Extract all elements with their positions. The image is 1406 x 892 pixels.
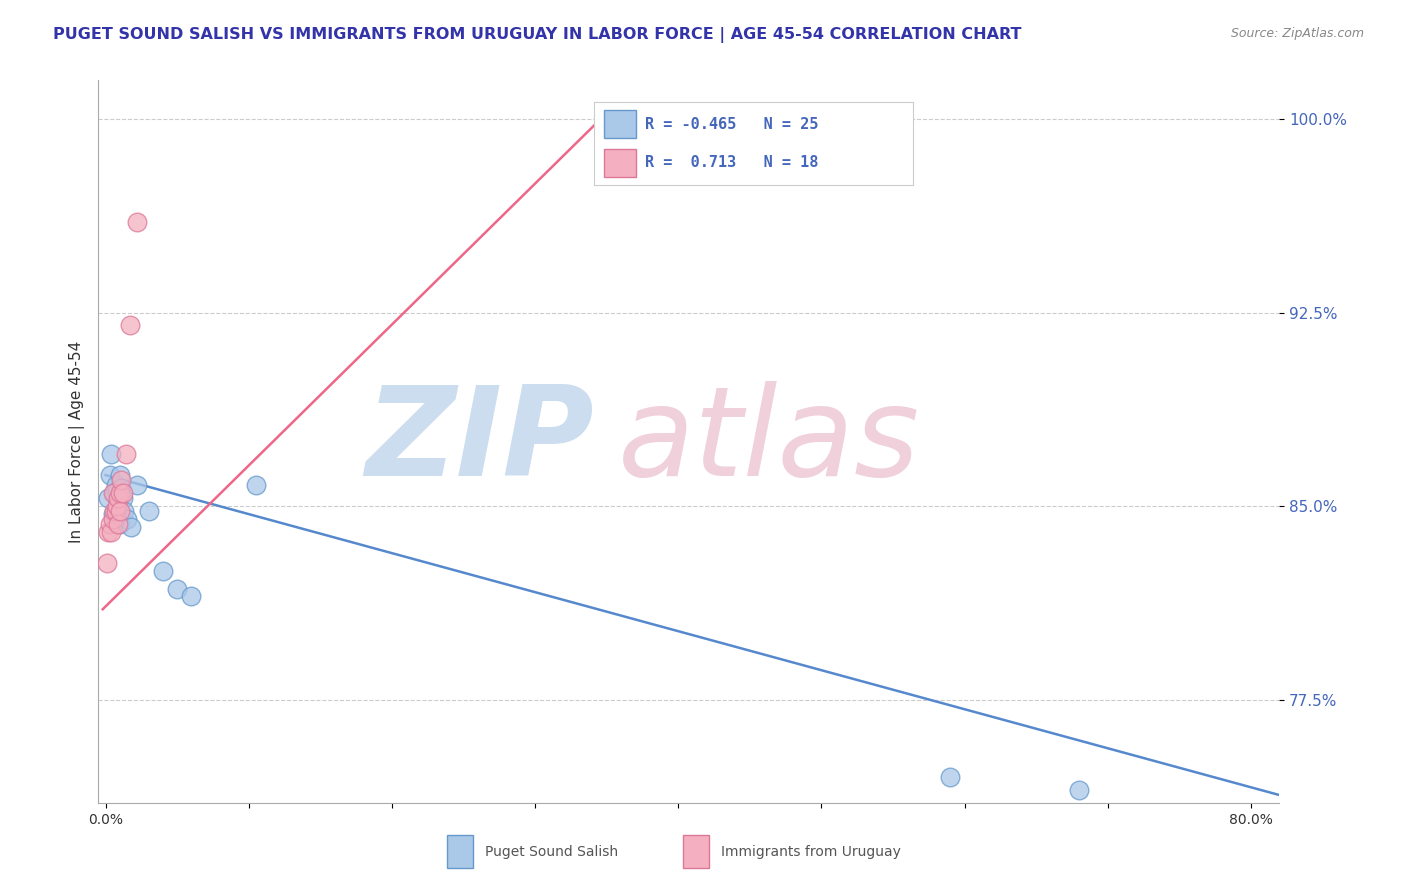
Point bbox=[101, 512, 124, 526]
Bar bbox=[683, 835, 709, 868]
Point bbox=[103, 486, 125, 500]
Point bbox=[100, 524, 122, 539]
Point bbox=[110, 481, 132, 495]
Point bbox=[180, 590, 202, 604]
Point bbox=[105, 499, 128, 513]
Point bbox=[108, 486, 131, 500]
Y-axis label: In Labor Force | Age 45-54: In Labor Force | Age 45-54 bbox=[69, 341, 84, 542]
Point bbox=[97, 524, 120, 539]
Point bbox=[939, 770, 962, 784]
Text: ZIP: ZIP bbox=[366, 381, 595, 502]
Point bbox=[111, 491, 134, 506]
Point bbox=[97, 491, 120, 506]
Point bbox=[245, 478, 267, 492]
Point bbox=[114, 447, 136, 461]
Point bbox=[105, 483, 128, 498]
Point bbox=[138, 504, 160, 518]
Text: Puget Sound Salish: Puget Sound Salish bbox=[485, 845, 617, 859]
Point bbox=[96, 556, 118, 570]
Point bbox=[115, 512, 138, 526]
Point bbox=[118, 318, 141, 333]
Point bbox=[98, 517, 121, 532]
Point bbox=[101, 507, 124, 521]
Point bbox=[108, 517, 131, 532]
Point bbox=[125, 478, 148, 492]
Point bbox=[107, 494, 129, 508]
Point bbox=[105, 501, 128, 516]
Point bbox=[103, 504, 125, 518]
Point bbox=[108, 504, 131, 518]
Text: PUGET SOUND SALISH VS IMMIGRANTS FROM URUGUAY IN LABOR FORCE | AGE 45-54 CORRELA: PUGET SOUND SALISH VS IMMIGRANTS FROM UR… bbox=[53, 27, 1022, 43]
Point bbox=[120, 519, 142, 533]
Point bbox=[166, 582, 188, 596]
Text: Immigrants from Uruguay: Immigrants from Uruguay bbox=[721, 845, 901, 859]
Point bbox=[110, 473, 132, 487]
Point bbox=[104, 478, 127, 492]
Point bbox=[125, 215, 148, 229]
Text: atlas: atlas bbox=[619, 381, 920, 502]
Point bbox=[98, 468, 121, 483]
Point bbox=[1067, 783, 1090, 797]
Point bbox=[104, 517, 127, 532]
Point bbox=[112, 504, 135, 518]
Point bbox=[100, 447, 122, 461]
Point bbox=[108, 468, 131, 483]
Point bbox=[107, 491, 129, 506]
Point bbox=[152, 564, 174, 578]
Bar bbox=[447, 835, 472, 868]
Text: Source: ZipAtlas.com: Source: ZipAtlas.com bbox=[1230, 27, 1364, 40]
Point bbox=[101, 486, 124, 500]
Point bbox=[104, 504, 127, 518]
Point bbox=[111, 486, 134, 500]
Point bbox=[107, 517, 129, 532]
